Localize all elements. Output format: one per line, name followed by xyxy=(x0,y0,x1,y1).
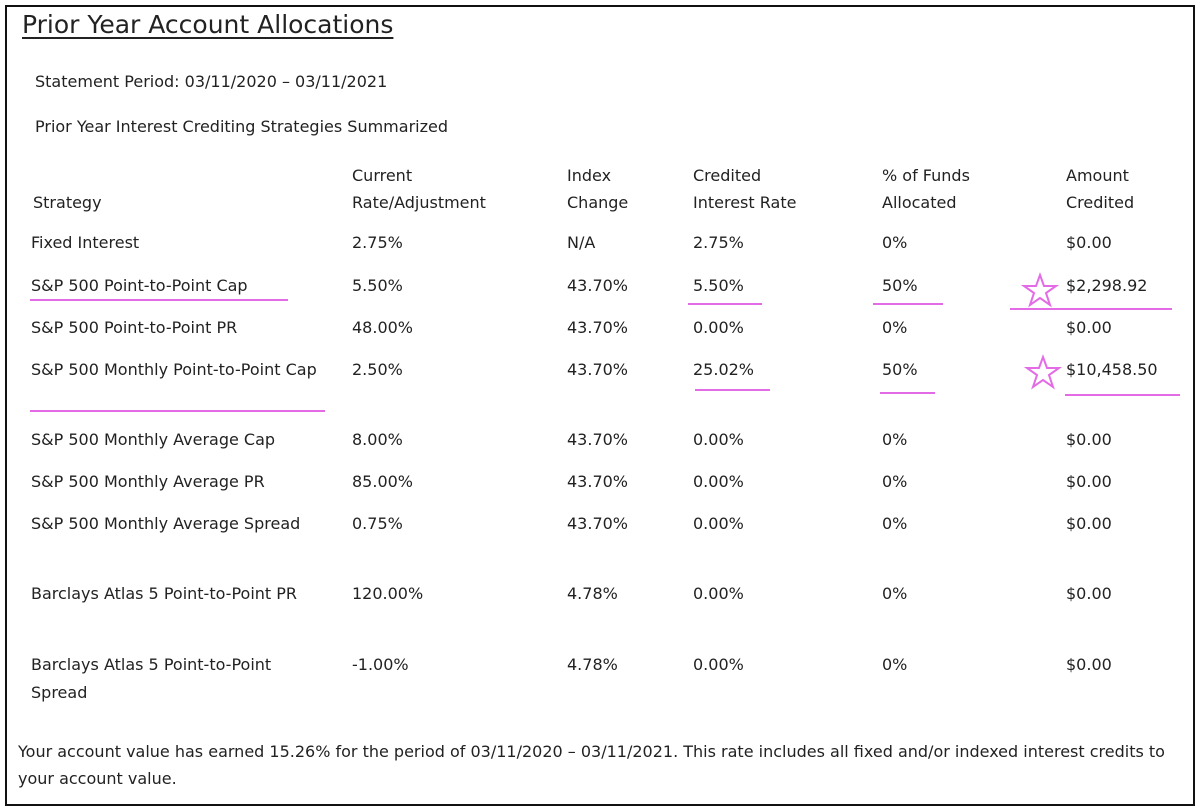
table-cell: 43.70% xyxy=(567,514,629,533)
table-cell: 85.00% xyxy=(352,472,414,491)
strategy-name: S&P 500 Monthly Average Spread xyxy=(31,514,301,533)
table-cell: 43.70% xyxy=(567,318,629,337)
table-cell: 0% xyxy=(882,318,908,337)
table-cell: 0% xyxy=(882,655,908,674)
strategy-name: S&P 500 Monthly Point-to-Point Cap xyxy=(31,360,317,379)
table-cell: $0.00 xyxy=(1066,584,1112,603)
table-cell: $0.00 xyxy=(1066,472,1112,491)
table-cell: 2.75% xyxy=(693,233,744,252)
column-header: Index Change xyxy=(567,166,629,212)
star xyxy=(1020,272,1060,308)
table-cell: 0% xyxy=(882,514,908,533)
table-cell: 2.75% xyxy=(352,233,403,252)
table-cell: 0.00% xyxy=(693,430,744,449)
table-cell: 4.78% xyxy=(567,584,618,603)
table-cell: 0% xyxy=(882,472,908,491)
table-cell: 0.00% xyxy=(693,472,744,491)
strategy-name: Fixed Interest xyxy=(31,233,140,252)
table-cell: 43.70% xyxy=(567,472,629,491)
strategy-name: S&P 500 Monthly Average Cap xyxy=(31,430,276,449)
table-cell: $0.00 xyxy=(1066,430,1112,449)
subtitle: Prior Year Interest Crediting Strategies… xyxy=(35,117,448,136)
table-cell: 50% xyxy=(882,276,918,295)
table-cell: 25.02% xyxy=(693,360,755,379)
table-cell: N/A xyxy=(567,233,596,252)
table-cell: 5.50% xyxy=(352,276,403,295)
table-cell: $0.00 xyxy=(1066,514,1112,533)
strategy-name: S&P 500 Monthly Average PR xyxy=(31,472,265,491)
column-header: Amount Credited xyxy=(1066,166,1135,212)
table-cell: 0.75% xyxy=(352,514,403,533)
table-cell: 0% xyxy=(882,430,908,449)
table-cell: 48.00% xyxy=(352,318,414,337)
strategy-name: S&P 500 Point-to-Point PR xyxy=(31,318,238,337)
table-cell: 0% xyxy=(882,233,908,252)
column-header: Current Rate/Adjustment xyxy=(352,166,486,212)
table-cell: 43.70% xyxy=(567,360,629,379)
table-cell: $2,298.92 xyxy=(1066,276,1148,295)
table-cell: 43.70% xyxy=(567,276,629,295)
table-cell: -1.00% xyxy=(352,655,409,674)
table-cell: 0.00% xyxy=(693,584,744,603)
column-header: % of Funds Allocated xyxy=(882,166,970,212)
table-cell: $10,458.50 xyxy=(1066,360,1158,379)
table-cell: 5.50% xyxy=(693,276,744,295)
table-cell: 0% xyxy=(882,584,908,603)
table-cell: 8.00% xyxy=(352,430,403,449)
table-cell: $0.00 xyxy=(1066,655,1112,674)
column-header: Strategy xyxy=(33,193,102,212)
star xyxy=(1023,354,1063,390)
table-cell: $0.00 xyxy=(1066,233,1112,252)
table-cell: 0.00% xyxy=(693,318,744,337)
table-cell: 0.00% xyxy=(693,514,744,533)
strategy-name: Barclays Atlas 5 Point-to-Point Spread xyxy=(31,655,272,702)
table-cell: 43.70% xyxy=(567,430,629,449)
strategy-name: S&P 500 Point-to-Point Cap xyxy=(31,276,248,295)
frame xyxy=(5,5,1195,806)
footer-text: Your account value has earned 15.26% for… xyxy=(18,742,1165,788)
column-header: Credited Interest Rate xyxy=(693,166,797,212)
table-cell: 0.00% xyxy=(693,655,744,674)
table-cell: 50% xyxy=(882,360,918,379)
table-cell: 4.78% xyxy=(567,655,618,674)
table-cell: 2.50% xyxy=(352,360,403,379)
table-cell: $0.00 xyxy=(1066,318,1112,337)
statement-period: Statement Period: 03/11/2020 – 03/11/202… xyxy=(35,72,388,91)
strategy-name: Barclays Atlas 5 Point-to-Point PR xyxy=(31,584,298,603)
table-cell: 120.00% xyxy=(352,584,424,603)
title: Prior Year Account Allocations xyxy=(22,10,394,39)
